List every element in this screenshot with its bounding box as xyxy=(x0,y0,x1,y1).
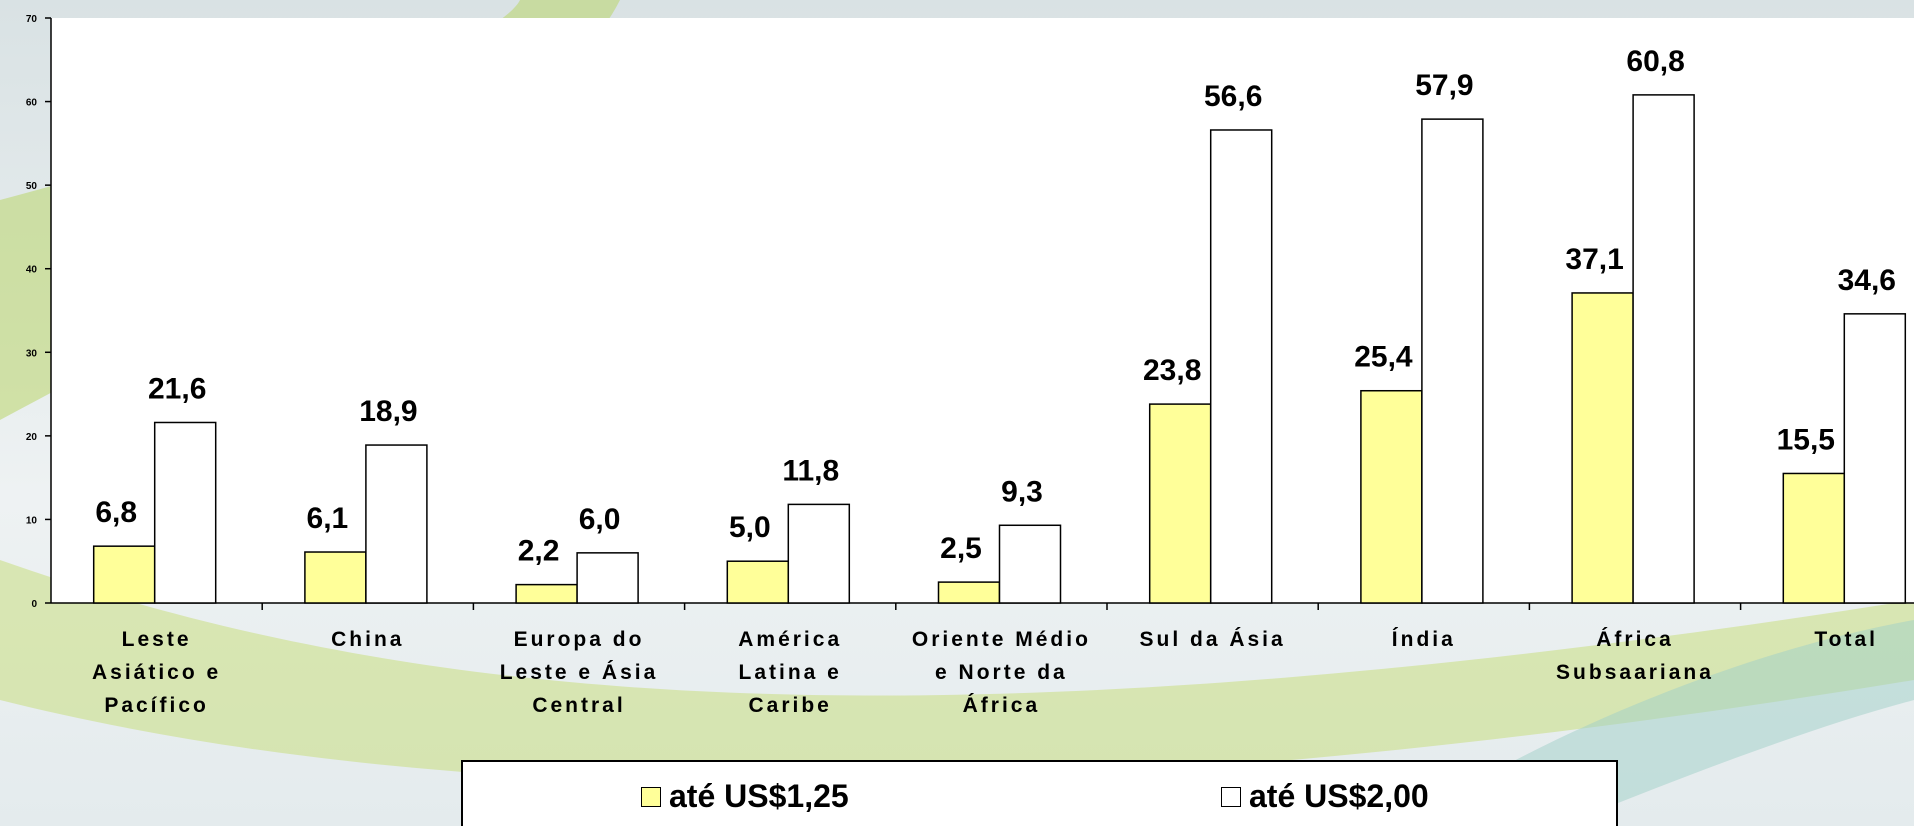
data-label: 5,0 xyxy=(729,511,771,544)
data-label: 15,5 xyxy=(1777,423,1835,456)
bar xyxy=(787,503,851,604)
x-tick-label: Total xyxy=(1814,628,1878,651)
bar xyxy=(1632,94,1695,604)
bar xyxy=(153,421,217,604)
bar xyxy=(1571,292,1634,604)
data-label: 25,4 xyxy=(1354,341,1413,374)
data-label: 34,6 xyxy=(1838,264,1896,297)
y-tick-label: 40 xyxy=(26,265,38,276)
x-tick-label: Índia xyxy=(1391,628,1456,651)
data-label: 57,9 xyxy=(1415,69,1473,102)
bar xyxy=(365,444,428,604)
bar xyxy=(937,581,1001,604)
data-label: 11,8 xyxy=(782,454,839,487)
y-tick-label: 20 xyxy=(26,432,38,443)
bar xyxy=(1782,472,1846,604)
x-tick-label: Europa do Leste e Ásia Central xyxy=(499,628,659,717)
y-tick-label: 10 xyxy=(26,515,38,526)
bar xyxy=(726,560,790,604)
x-tick-label: Oriente Médio e Norte da África xyxy=(911,628,1091,717)
decor xyxy=(0,560,1914,784)
y-tick-label: 30 xyxy=(26,348,38,359)
data-label: 9,3 xyxy=(1001,475,1043,508)
data-label: 21,6 xyxy=(148,372,206,405)
data-label: 6,0 xyxy=(579,503,621,536)
x-tick-label: América Latina e Caribe xyxy=(738,628,843,717)
data-label: 6,8 xyxy=(95,496,137,529)
bar xyxy=(1421,118,1484,604)
y-tick-label: 50 xyxy=(26,181,38,192)
bar xyxy=(1148,403,1212,604)
x-tick-label: África Subsaariana xyxy=(1556,628,1714,684)
data-label: 60,8 xyxy=(1626,45,1684,78)
data-label: 37,1 xyxy=(1565,243,1623,276)
data-label: 2,2 xyxy=(518,535,560,568)
data-label: 56,6 xyxy=(1204,80,1262,113)
legend-item: até US$1,25 xyxy=(641,778,849,815)
x-tick-label: Sul da Ásia xyxy=(1139,628,1286,651)
data-label: 18,9 xyxy=(359,395,417,428)
bar xyxy=(515,583,578,604)
legend-swatch xyxy=(1221,786,1241,807)
x-tick-label: China xyxy=(331,628,405,651)
bar xyxy=(92,545,156,604)
bar xyxy=(1209,129,1273,604)
legend-label: até US$2,00 xyxy=(1249,778,1429,814)
legend-swatch xyxy=(641,786,661,807)
bar xyxy=(998,524,1062,604)
bar xyxy=(304,551,367,604)
x-tick-label: Leste Asiático e Pacífico xyxy=(91,628,222,717)
data-label: 23,8 xyxy=(1143,354,1201,387)
y-tick-label: 70 xyxy=(26,14,38,25)
bar xyxy=(1360,389,1423,604)
legend: até US$1,25 até US$2,00 xyxy=(461,760,1618,826)
legend-item: até US$2,00 xyxy=(1221,778,1429,815)
legend-label: até US$1,25 xyxy=(669,778,849,814)
data-label: 2,5 xyxy=(940,532,982,565)
y-tick-label: 0 xyxy=(31,599,37,610)
data-label: 6,1 xyxy=(307,502,349,535)
bar xyxy=(1843,313,1907,604)
bar xyxy=(576,552,639,604)
y-tick-label: 60 xyxy=(26,98,38,109)
